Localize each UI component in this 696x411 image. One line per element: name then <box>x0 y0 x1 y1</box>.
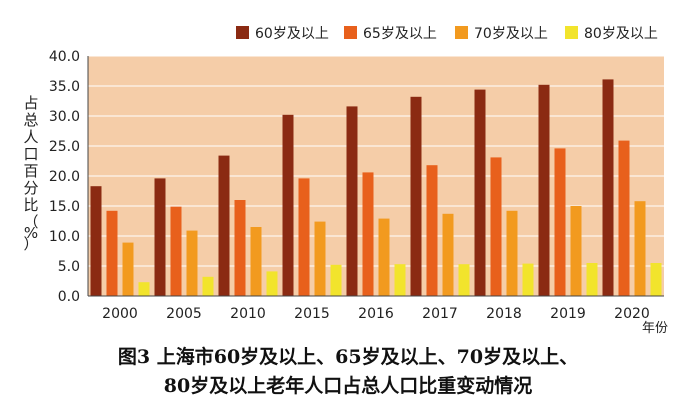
bar <box>186 230 198 296</box>
bar <box>378 218 390 296</box>
bar <box>266 271 278 296</box>
bar <box>314 221 326 296</box>
x-tick-label: 2005 <box>166 306 202 322</box>
bar <box>474 89 486 296</box>
bar <box>218 155 230 296</box>
bar <box>522 263 534 296</box>
bar <box>506 210 518 296</box>
bar <box>298 178 310 296</box>
legend-label: 65岁及以上 <box>363 26 437 42</box>
bar <box>154 178 166 296</box>
legend-swatch <box>455 26 468 39</box>
bar <box>362 172 374 296</box>
legend-label: 60岁及以上 <box>255 26 329 42</box>
bar <box>346 106 358 297</box>
y-tick-label: 5.0 <box>58 259 80 275</box>
bar <box>250 227 262 296</box>
y-label-char: ） <box>23 235 38 253</box>
bar <box>122 242 134 296</box>
bar <box>490 157 502 296</box>
bar <box>330 264 342 296</box>
bar <box>538 84 550 296</box>
x-tick-label: 2020 <box>614 306 650 322</box>
bar <box>602 79 614 297</box>
bar <box>282 114 294 296</box>
bars <box>90 79 662 297</box>
y-label-char: 比 <box>23 196 38 214</box>
legend-swatch <box>565 26 578 39</box>
x-tick-label: 2016 <box>358 306 394 322</box>
bar <box>634 201 646 296</box>
y-tick-label: 15.0 <box>49 199 80 215</box>
y-tick-label: 20.0 <box>49 169 80 185</box>
bar-chart: 60岁及以上 65岁及以上 70岁及以上 80岁及以上 0.0 5.0 10.0 15.0 2… <box>23 26 668 336</box>
legend-label: 70岁及以上 <box>474 26 548 42</box>
bar <box>554 148 566 296</box>
y-label-char: 占 <box>23 94 38 112</box>
bar <box>90 186 102 296</box>
figure-caption-line2: 80岁及以上老年人口占总人口比重变动情况 <box>163 375 533 397</box>
bar <box>586 263 598 296</box>
x-tick-label: 2010 <box>230 306 266 322</box>
y-tick-labels: 0.0 5.0 10.0 15.0 20.0 25.0 30.0 35.0 40.0 <box>49 49 80 305</box>
y-tick-label: 25.0 <box>49 139 80 155</box>
x-tick-label: 2015 <box>294 306 330 322</box>
bar <box>202 276 214 296</box>
bar <box>138 282 150 296</box>
y-label-char: 分 <box>23 179 38 197</box>
bar <box>234 200 246 296</box>
gridlines <box>88 55 664 267</box>
y-label-char: 百 <box>23 162 38 180</box>
y-tick-label: 35.0 <box>49 79 80 95</box>
bar <box>170 206 182 296</box>
x-axis-label: 年份 <box>642 321 668 336</box>
axes <box>87 56 664 297</box>
x-tick-label: 2019 <box>550 306 586 322</box>
bar <box>570 206 582 296</box>
y-tick-label: 40.0 <box>49 49 80 65</box>
bar <box>410 96 422 296</box>
y-label-char: 总 <box>23 111 38 129</box>
legend: 60岁及以上 65岁及以上 70岁及以上 80岁及以上 <box>236 26 658 42</box>
figure-caption-line1: 图3 上海市60岁及以上、65岁及以上、70岁及以上、 <box>117 346 579 368</box>
x-tick-label: 2018 <box>486 306 522 322</box>
bar <box>618 140 630 296</box>
y-label-char: （ <box>23 213 38 231</box>
legend-swatch <box>236 26 249 39</box>
bar <box>458 264 470 296</box>
bar <box>442 213 454 296</box>
bar <box>650 263 662 296</box>
y-tick-label: 30.0 <box>49 109 80 125</box>
legend-swatch <box>344 26 357 39</box>
y-label-char: 口 <box>23 145 38 163</box>
bar <box>426 165 438 296</box>
y-tick-label: 0.0 <box>58 289 80 305</box>
x-tick-labels: 2000 2005 2010 2015 2016 2017 2018 2019 2020 <box>102 306 650 322</box>
legend-label: 80岁及以上 <box>584 26 658 42</box>
y-label-char: 人 <box>23 128 38 146</box>
bar <box>106 210 118 296</box>
y-tick-label: 10.0 <box>49 229 80 245</box>
x-tick-label: 2017 <box>422 306 458 322</box>
bar <box>394 264 406 296</box>
y-label-char: % <box>24 224 38 242</box>
x-tick-label: 2000 <box>102 306 138 322</box>
